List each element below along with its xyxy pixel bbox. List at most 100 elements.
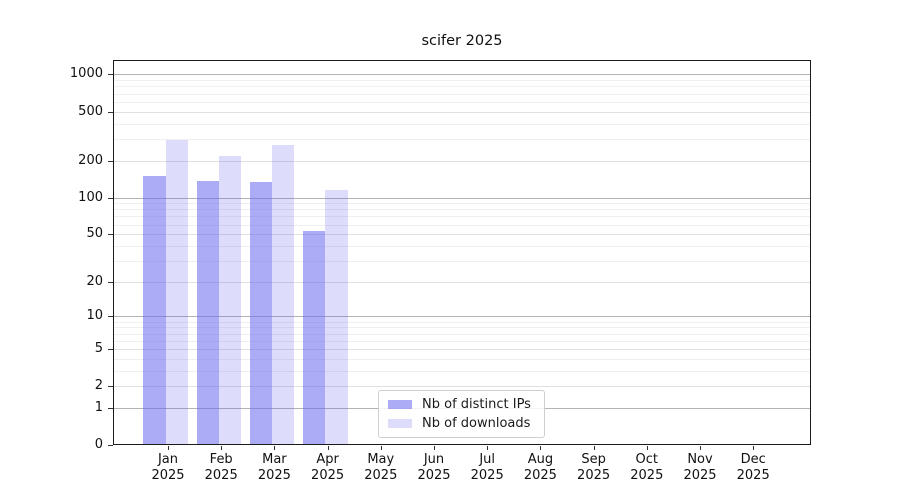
x-tick-label-jun: Jun — [423, 452, 445, 467]
y-tick-mark-1 — [108, 407, 113, 409]
y-tick-mark-200 — [108, 160, 113, 162]
x-tick-year-may: 2025 — [364, 468, 398, 483]
y-tick-mark-50 — [108, 234, 113, 236]
gridline-minor-400 — [113, 123, 811, 125]
x-tick-mark-oct — [646, 446, 648, 450]
y-tick-label-1: 1 — [94, 399, 103, 415]
x-tick-mark-may — [380, 446, 382, 450]
gridline-minor-3 — [113, 370, 811, 372]
gridline-minor-30 — [113, 260, 811, 262]
y-tick-mark-100 — [108, 197, 113, 199]
x-tick-label-mar: Mar — [262, 452, 287, 467]
bar-distinct-ips-feb — [196, 180, 219, 445]
gridline-y-2 — [113, 386, 811, 388]
x-tick-label-apr: Apr — [316, 452, 339, 467]
bar-distinct-ips-mar — [249, 182, 273, 445]
gridline-y-500 — [113, 111, 811, 113]
gridline-minor-4 — [113, 358, 811, 360]
x-tick-year-aug: 2025 — [523, 468, 557, 483]
x-tick-mark-aug — [540, 446, 542, 450]
gridline-minor-80 — [113, 209, 811, 211]
bar-distinct-ips-jan — [143, 176, 166, 445]
gridline-minor-9 — [113, 321, 811, 323]
gridline-minor-6 — [113, 340, 811, 342]
y-tick-label-5: 5 — [94, 340, 103, 356]
x-tick-mark-jul — [487, 446, 489, 450]
bar-distinct-ips-apr — [302, 231, 326, 445]
y-tick-label-10: 10 — [86, 308, 103, 324]
y-tick-label-2: 2 — [94, 378, 103, 394]
x-tick-mark-jan — [168, 446, 169, 450]
chart-title: scifer 2025 — [421, 33, 503, 49]
x-tick-year-jul: 2025 — [470, 468, 504, 483]
gridline-minor-70 — [113, 216, 811, 218]
x-tick-mark-apr — [327, 446, 329, 450]
y-tick-label-1000: 1000 — [69, 66, 103, 82]
bar-downloads-jan — [165, 140, 189, 445]
gridline-minor-7 — [113, 333, 811, 335]
x-tick-label-aug: Aug — [527, 452, 554, 467]
y-tick-mark-500 — [108, 111, 113, 113]
x-tick-label-jul: Jul — [479, 452, 496, 467]
x-tick-year-apr: 2025 — [311, 468, 345, 483]
x-tick-year-dec: 2025 — [736, 468, 770, 483]
gridline-minor-900 — [113, 80, 811, 82]
legend: Nb of distinct IPs Nb of downloads — [378, 390, 545, 438]
x-tick-label-nov: Nov — [687, 452, 713, 467]
bar-downloads-mar — [272, 144, 295, 445]
x-tick-mark-dec — [753, 446, 755, 450]
gridline-minor-300 — [113, 138, 811, 140]
x-tick-year-mar: 2025 — [257, 468, 291, 483]
y-tick-mark-0 — [108, 445, 113, 446]
gridline-minor-800 — [113, 86, 811, 88]
y-tick-mark-2 — [108, 386, 113, 388]
y-tick-mark-5 — [108, 348, 113, 350]
x-tick-mark-nov — [700, 446, 701, 450]
y-tick-label-0: 0 — [94, 437, 103, 452]
y-tick-label-20: 20 — [86, 273, 103, 289]
gridline-y-50 — [113, 234, 811, 236]
x-tick-label-dec: Dec — [740, 452, 766, 467]
bar-downloads-feb — [218, 155, 242, 445]
bar-downloads-apr — [325, 189, 348, 445]
x-tick-label-sep: Sep — [581, 452, 606, 467]
y-tick-label-500: 500 — [78, 103, 103, 119]
y-tick-label-100: 100 — [78, 189, 103, 205]
y-tick-mark-20 — [108, 281, 113, 283]
gridline-major-100 — [113, 197, 811, 199]
legend-swatch-downloads — [388, 418, 412, 428]
x-tick-label-feb: Feb — [209, 452, 233, 467]
x-tick-mark-feb — [221, 446, 223, 450]
gridline-minor-60 — [113, 224, 811, 226]
gridline-minor-700 — [113, 93, 811, 95]
gridline-minor-40 — [113, 245, 811, 247]
x-tick-mark-mar — [274, 446, 276, 450]
x-tick-year-nov: 2025 — [683, 468, 717, 483]
legend-swatch-distinct-ips — [388, 400, 412, 410]
x-tick-year-jan: 2025 — [151, 468, 185, 483]
gridline-y-20 — [113, 281, 811, 283]
gridline-y-5 — [113, 348, 811, 350]
gridline-minor-90 — [113, 203, 811, 205]
y-tick-label-50: 50 — [86, 226, 103, 242]
gridline-major-10 — [113, 316, 811, 318]
gridline-minor-600 — [113, 101, 811, 103]
gridline-minor-8 — [113, 327, 811, 329]
gridline-major-1000 — [113, 74, 811, 76]
x-tick-label-jan: Jan — [157, 452, 179, 467]
x-tick-mark-sep — [593, 446, 595, 450]
legend-label-downloads: Nb of downloads — [422, 415, 531, 431]
y-tick-label-200: 200 — [78, 152, 103, 168]
legend-label-distinct-ips: Nb of distinct IPs — [422, 397, 531, 413]
x-tick-year-sep: 2025 — [577, 468, 611, 483]
x-tick-year-jun: 2025 — [417, 468, 451, 483]
x-tick-mark-jun — [434, 446, 435, 450]
x-tick-label-may: May — [367, 452, 395, 467]
x-tick-label-oct: Oct — [635, 452, 659, 467]
x-tick-year-oct: 2025 — [630, 468, 664, 483]
y-tick-mark-1000 — [108, 74, 113, 76]
y-tick-mark-10 — [108, 316, 113, 318]
legend-entry-distinct-ips: Nb of distinct IPs — [388, 397, 535, 412]
x-tick-year-feb: 2025 — [204, 468, 238, 483]
